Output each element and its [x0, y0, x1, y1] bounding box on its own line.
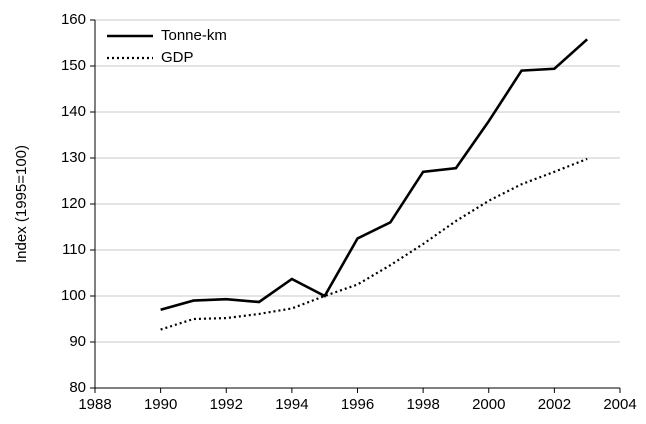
y-tick-label: 150	[61, 57, 86, 74]
x-tick-label: 1992	[210, 396, 243, 413]
y-tick-label: 80	[69, 379, 86, 396]
legend-label: Tonne-km	[161, 27, 227, 44]
y-tick-label: 130	[61, 149, 86, 166]
y-tick-label: 140	[61, 103, 86, 120]
y-tick-label: 160	[61, 11, 86, 28]
series-line	[160, 38, 589, 312]
x-tick-label: 2000	[472, 396, 505, 413]
y-tick-label: 90	[69, 333, 86, 350]
x-tick-label: 2004	[603, 396, 636, 413]
legend-label: GDP	[161, 49, 194, 66]
x-tick-label: 1998	[406, 396, 439, 413]
x-tick-label: 2002	[538, 396, 571, 413]
x-tick-label: 1996	[341, 396, 374, 413]
x-tick-label: 1990	[144, 396, 177, 413]
y-tick-label: 100	[61, 287, 86, 304]
series-line	[160, 157, 588, 331]
y-tick-label: 120	[61, 195, 86, 212]
y-axis-label: Index (1995=100)	[13, 145, 30, 263]
x-tick-label: 1988	[78, 396, 111, 413]
x-tick-label: 1994	[275, 396, 308, 413]
y-tick-label: 110	[62, 241, 86, 258]
